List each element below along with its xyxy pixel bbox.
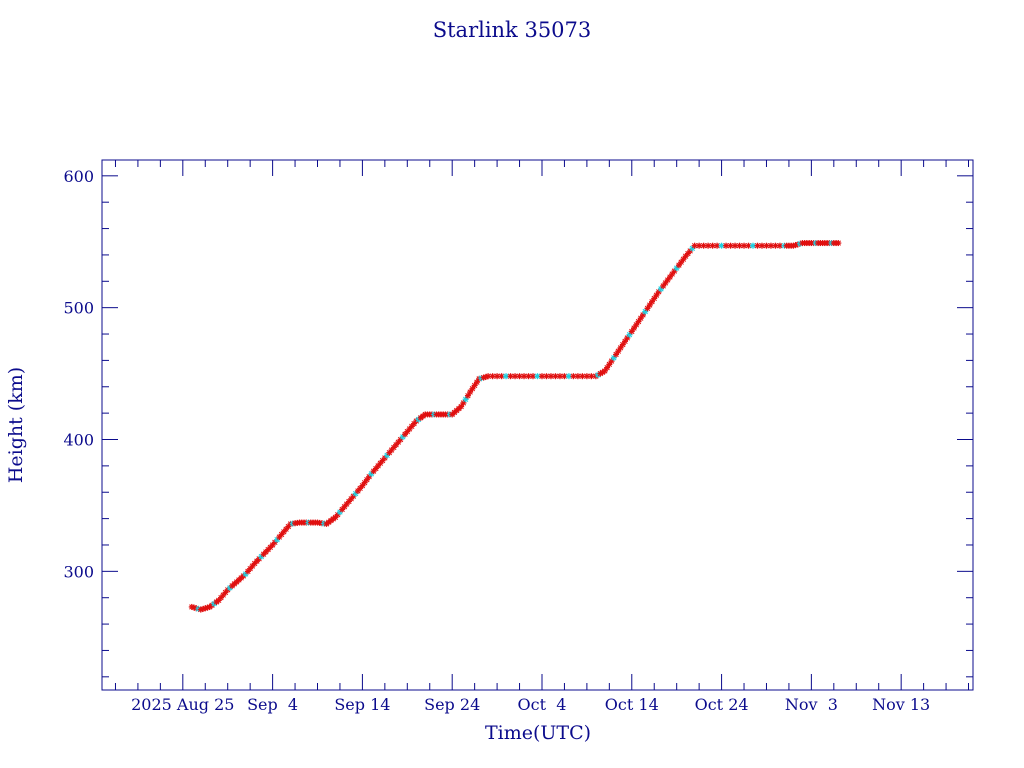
y-tick-label: 600 bbox=[63, 167, 94, 186]
data-point bbox=[619, 341, 626, 348]
data-point bbox=[622, 338, 629, 345]
data-point bbox=[617, 344, 624, 351]
y-tick-label: 400 bbox=[63, 431, 94, 450]
series-line bbox=[191, 242, 839, 611]
x-tick-label: Sep 4 bbox=[247, 695, 298, 714]
data-point bbox=[628, 328, 635, 335]
data-point bbox=[543, 373, 550, 380]
data-point bbox=[552, 373, 559, 380]
data-point bbox=[750, 242, 757, 249]
x-tick-label: Oct 24 bbox=[695, 695, 749, 714]
data-point bbox=[646, 302, 653, 309]
data-point bbox=[473, 379, 480, 386]
x-tick-label: Oct 14 bbox=[605, 695, 659, 714]
data-point bbox=[754, 242, 761, 249]
data-point bbox=[469, 385, 476, 392]
data-point bbox=[653, 292, 660, 299]
plot-frame bbox=[101, 159, 974, 691]
data-point bbox=[613, 351, 620, 358]
x-tick-label: 2025 Aug 25 bbox=[131, 695, 234, 714]
data-point bbox=[732, 242, 739, 249]
data-point bbox=[604, 364, 611, 371]
data-point bbox=[601, 367, 608, 374]
x-tick-label: Nov 3 bbox=[785, 695, 838, 714]
data-point bbox=[485, 373, 492, 380]
data-point bbox=[467, 389, 474, 396]
data-point bbox=[673, 265, 680, 272]
data-point bbox=[516, 373, 523, 380]
data-point bbox=[792, 242, 799, 249]
data-point bbox=[547, 373, 554, 380]
data-point bbox=[640, 311, 647, 318]
axis-ticks bbox=[102, 160, 973, 690]
data-point bbox=[648, 298, 655, 305]
y-tick-label: 500 bbox=[63, 299, 94, 318]
data-point bbox=[606, 361, 613, 368]
data-point bbox=[651, 295, 658, 302]
data-point bbox=[556, 373, 563, 380]
data-point bbox=[631, 325, 638, 332]
x-axis-label: Time(UTC) bbox=[485, 722, 591, 744]
y-axis-label: Height (km) bbox=[5, 367, 27, 483]
x-tick-label: Sep 14 bbox=[334, 695, 390, 714]
x-tick-label: Oct 4 bbox=[518, 695, 567, 714]
x-tick-label: Sep 24 bbox=[424, 695, 480, 714]
data-point bbox=[366, 473, 373, 480]
data-point bbox=[758, 242, 765, 249]
data-point bbox=[635, 318, 642, 325]
data-point bbox=[588, 373, 595, 380]
data-point bbox=[579, 373, 586, 380]
data-point bbox=[637, 315, 644, 322]
x-tick-label: Nov 13 bbox=[872, 695, 930, 714]
data-point bbox=[835, 240, 842, 247]
tick-labels: 300 400 500 600 2025 Aug 25 Sep 4 Sep 14 Sep 24… bbox=[63, 167, 930, 714]
data-point bbox=[736, 242, 743, 249]
data-series bbox=[188, 240, 842, 613]
data-point bbox=[776, 242, 783, 249]
data-point bbox=[644, 305, 651, 312]
data-point bbox=[471, 382, 478, 389]
data-point bbox=[696, 242, 703, 249]
y-tick-label: 300 bbox=[63, 562, 94, 581]
data-point bbox=[642, 308, 649, 315]
data-point bbox=[608, 358, 615, 365]
data-point bbox=[624, 334, 631, 341]
data-point bbox=[626, 331, 633, 338]
data-point bbox=[462, 396, 469, 403]
data-point bbox=[494, 373, 501, 380]
chart-title: Starlink 35073 bbox=[433, 18, 592, 42]
data-point bbox=[615, 348, 622, 355]
data-point bbox=[610, 354, 617, 361]
data-point bbox=[633, 321, 640, 328]
data-point bbox=[534, 373, 541, 380]
data-point bbox=[498, 373, 505, 380]
